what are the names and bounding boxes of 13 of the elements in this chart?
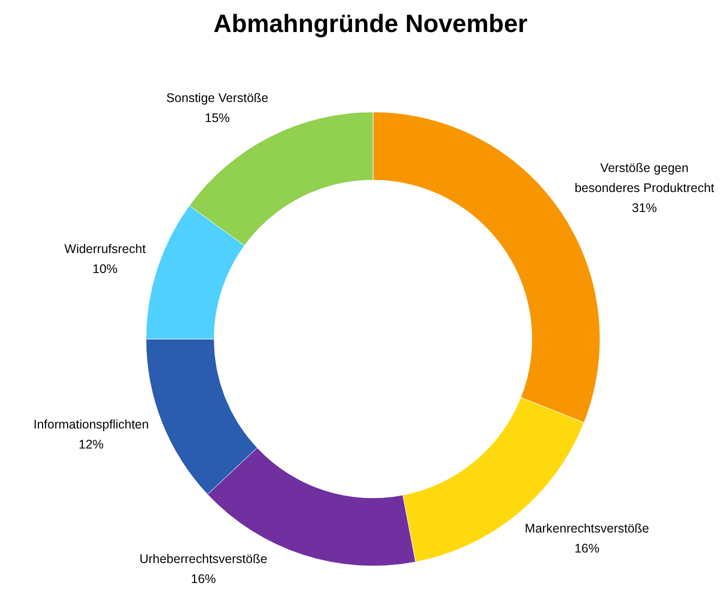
slice-label: Widerrufsrecht	[64, 242, 146, 256]
slice-label: Markenrechtsverstöße	[524, 522, 650, 536]
data-label: 15%	[204, 111, 230, 126]
data-label: 10%	[92, 262, 118, 276]
chart-title: Abmahngründe November	[212, 10, 528, 39]
slice-label: Informationspflichten	[33, 417, 149, 432]
slice-label: Urheberrechtsverstöße	[139, 552, 268, 566]
data-label: 16%	[190, 572, 216, 586]
data-label: 16%	[574, 542, 600, 556]
data-label: 12%	[78, 437, 104, 452]
slice-label: Verstöße gegen besonderes Produktrecht	[574, 160, 715, 195]
data-label: 31%	[632, 200, 657, 215]
slice-label: Sonstige Verstöße	[166, 91, 268, 106]
